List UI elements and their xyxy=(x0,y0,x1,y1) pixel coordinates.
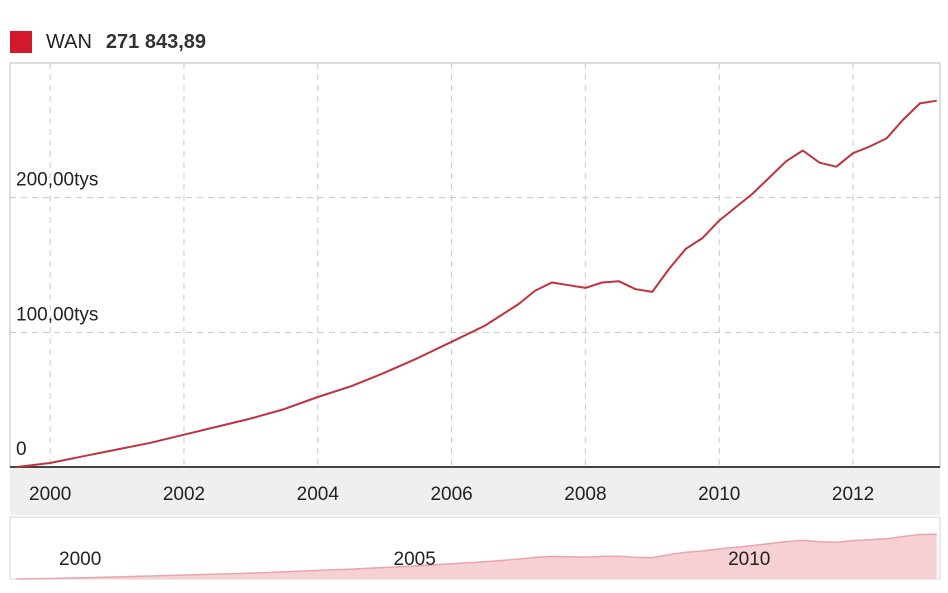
legend-series-name: WAN xyxy=(46,30,92,53)
navigator-tick-label: 2010 xyxy=(728,549,770,570)
legend-color-swatch xyxy=(10,31,32,53)
navigator-labels: 2000 2005 2010 xyxy=(59,549,770,570)
x-tick-label: 2000 xyxy=(29,484,71,505)
x-axis-labels: 2000 2002 2004 2006 2008 2010 2012 xyxy=(29,484,874,505)
x-tick-label: 2004 xyxy=(297,484,340,505)
x-tick-label: 2008 xyxy=(564,484,606,505)
navigator-tick-label: 2000 xyxy=(59,549,101,570)
y-tick-label: 100,00tys xyxy=(16,304,98,325)
y-axis-labels: 0 100,00tys 200,00tys xyxy=(16,170,98,460)
x-tick-label: 2010 xyxy=(698,484,740,505)
legend-current-value: 271 843,89 xyxy=(105,30,207,53)
series-line-wan xyxy=(16,99,937,468)
x-tick-label: 2002 xyxy=(163,484,205,505)
navigator-series xyxy=(16,533,937,580)
y-tick-label: 0 xyxy=(16,439,27,460)
main-line-chart[interactable]: 0 100,00tys 200,00tys 2000 2002 2004 2006 2008… xyxy=(0,0,948,520)
x-tick-label: 2006 xyxy=(430,484,472,505)
navigator-area xyxy=(16,534,937,579)
chart-legend: WAN 271 843,89 xyxy=(10,30,206,54)
navigator-line xyxy=(16,533,937,580)
series-layer xyxy=(16,99,937,468)
gridlines xyxy=(10,63,940,467)
y-tick-label: 200,00tys xyxy=(16,170,98,191)
navigator-tick-label: 2005 xyxy=(394,549,436,570)
x-tick-label: 2012 xyxy=(832,484,874,505)
plot-area-background xyxy=(9,62,941,468)
x-axis-band xyxy=(10,467,940,515)
